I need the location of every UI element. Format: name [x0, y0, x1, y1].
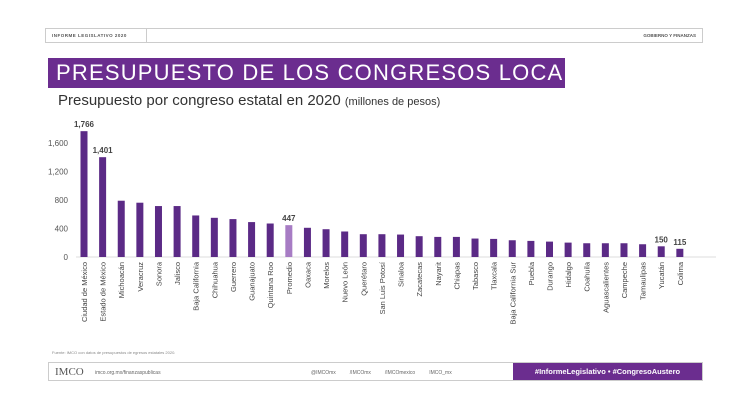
y-tick-label: 800	[55, 196, 69, 205]
bar	[378, 234, 386, 257]
bar	[359, 234, 367, 257]
bar	[154, 206, 162, 257]
bar	[583, 243, 591, 257]
imco-logo: IMCO	[55, 366, 84, 378]
x-tick-label: Campeche	[620, 262, 629, 298]
x-tick-label: Promedio	[285, 262, 294, 294]
bar	[173, 206, 181, 257]
data-label: 115	[673, 238, 686, 247]
page-title: PRESUPUESTO DE LOS CONGRESOS LOCALES	[48, 58, 607, 88]
x-tick-label: Jalisco	[173, 262, 182, 285]
bar	[322, 229, 330, 257]
bar	[117, 200, 125, 257]
x-tick-label: Sinaloa	[397, 261, 406, 287]
bar	[546, 241, 553, 257]
bar	[415, 236, 423, 257]
twitter-handle[interactable]: @IMCOmx	[311, 370, 336, 376]
facebook-handle[interactable]: /IMCOmx	[349, 370, 371, 376]
x-tick-label: Querétaro	[359, 262, 368, 296]
x-tick-label: Chihuahua	[210, 261, 219, 298]
data-label: 150	[655, 235, 669, 244]
bar	[639, 244, 647, 257]
bar	[527, 240, 535, 257]
divider	[146, 29, 147, 42]
x-tick-label: Tabasco	[471, 262, 480, 290]
x-tick-label: Estado de México	[99, 262, 108, 322]
x-tick-label: Yucatán	[657, 262, 666, 289]
bar	[452, 236, 460, 257]
x-tick-label: Zacatecas	[415, 262, 424, 297]
bar	[210, 217, 218, 257]
x-tick-label: Guanajuato	[248, 262, 257, 301]
bar	[564, 242, 572, 257]
bar	[620, 243, 628, 257]
bar	[471, 238, 479, 257]
x-tick-label: Tlaxcala	[490, 261, 499, 290]
source-note: Fuente: IMCO con datos de presupuestos d…	[52, 350, 176, 355]
report-name: INFORME LEGISLATIVO 2020	[52, 33, 127, 38]
data-label: 447	[282, 214, 296, 223]
bar	[303, 227, 311, 257]
x-tick-label: Nuevo León	[341, 262, 350, 302]
bar	[80, 131, 88, 257]
x-tick-label: Nayarit	[434, 261, 443, 286]
x-tick-label: Durango	[546, 262, 555, 291]
bar	[136, 202, 144, 257]
bar	[490, 238, 498, 257]
bar	[508, 240, 516, 257]
chart-subtitle: Presupuesto por congreso estatal en 2020…	[58, 92, 440, 109]
bar	[99, 157, 107, 257]
bar	[285, 225, 293, 257]
bar	[341, 231, 349, 257]
footer-url[interactable]: imco.org.mx/finanzaspublicas	[95, 370, 161, 376]
bar	[657, 246, 665, 257]
subtitle-text: Presupuesto por congreso estatal en 2020	[58, 92, 341, 109]
bar	[397, 234, 405, 257]
y-tick-label: 1,200	[48, 168, 69, 177]
x-tick-label: Oaxaca	[303, 261, 312, 288]
x-tick-label: Veracruz	[136, 262, 145, 292]
bar	[229, 219, 237, 257]
x-tick-label: Colima	[676, 261, 685, 285]
social-links: @IMCOmx /IMCOmx /IMCOmexico IMCO_mx	[311, 370, 452, 376]
y-tick-label: 0	[64, 253, 69, 262]
x-tick-label: Sonora	[154, 261, 163, 286]
x-tick-label: San Luis Potosí	[378, 261, 387, 314]
x-tick-label: Ciudad de México	[80, 262, 89, 322]
x-tick-label: Morelos	[322, 262, 331, 289]
instagram-handle[interactable]: /IMCOmexico	[384, 370, 416, 376]
x-tick-label: Chiapas	[452, 262, 461, 290]
x-tick-label: Michoacán	[117, 262, 126, 298]
x-tick-label: Quintana Roo	[266, 262, 275, 308]
footer-bar: IMCO imco.org.mx/finanzaspublicas @IMCOm…	[48, 362, 703, 381]
x-tick-label: Guerrero	[229, 262, 238, 292]
data-label: 1,401	[93, 146, 114, 155]
x-tick-label: Aguascalientes	[601, 262, 610, 313]
linkedin-handle[interactable]: IMCO_mx	[429, 370, 452, 376]
hashtags: #InformeLegislativo • #CongresoAustero	[513, 363, 702, 380]
x-tick-label: Hidalgo	[564, 262, 573, 287]
bar	[248, 222, 256, 257]
y-tick-label: 400	[55, 225, 69, 234]
x-tick-label: Puebla	[527, 261, 536, 285]
section-name: GOBIERNO Y FINANZAS	[643, 33, 696, 38]
x-tick-label: Baja California	[192, 261, 201, 311]
x-tick-label: Tamaulipas	[639, 262, 648, 300]
bar	[434, 236, 442, 257]
bar	[266, 223, 274, 257]
x-tick-label: Baja California Sur	[508, 261, 517, 324]
data-label: 1,766	[74, 120, 95, 129]
bar	[676, 248, 684, 257]
bar	[601, 243, 609, 257]
y-tick-label: 1,600	[48, 139, 69, 148]
x-tick-label: Coahuila	[583, 261, 592, 291]
subtitle-unit: (millones de pesos)	[344, 96, 441, 108]
bar	[192, 215, 200, 257]
report-header: INFORME LEGISLATIVO 2020 GOBIERNO Y FINA…	[45, 28, 703, 43]
